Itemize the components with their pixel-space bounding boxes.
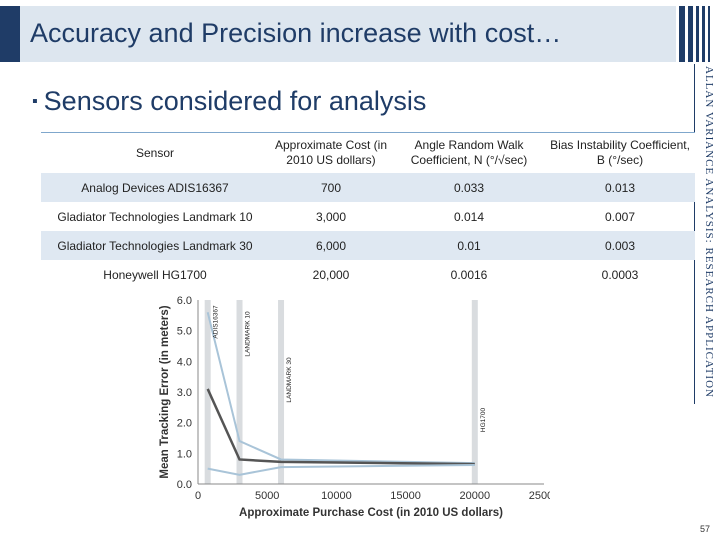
table-header-row: Sensor Approximate Cost (in 2010 US doll… — [41, 133, 695, 173]
decorative-bar — [688, 6, 693, 62]
header-cell: Sensor — [135, 145, 175, 160]
table-cell: 0.007 — [604, 209, 636, 224]
y-tick-label: 1.0 — [177, 448, 192, 460]
marker-label: LANDMARK 30 — [286, 357, 293, 403]
sensor-marker-band — [278, 300, 285, 484]
table-cell: 0.003 — [604, 238, 636, 253]
table-cell: 0.014 — [453, 209, 485, 224]
table-cell: 20,000 — [312, 267, 350, 282]
side-label: ALLAN VARIANCE ANALYSIS: RESEARCH APPLIC… — [703, 66, 715, 398]
x-axis-title: Approximate Purchase Cost (in 2010 US do… — [239, 507, 503, 519]
tracking-error-chart: 0.0 1.0 2.0 3.0 4.0 5.0 6.0 0 5000 10000 15000 2000… — [159, 295, 550, 519]
table-cell: Analog Devices ADIS16367 — [81, 180, 229, 195]
series-line — [206, 312, 475, 465]
y-tick-label: 6.0 — [177, 295, 192, 307]
title-accent-bar — [0, 6, 20, 62]
x-tick-label: 20000 — [460, 490, 491, 502]
x-tick-label: 5000 — [255, 490, 279, 502]
y-tick-label: 3.0 — [177, 387, 192, 399]
x-tick-label: 10000 — [321, 490, 352, 502]
table-cell: 0.0016 — [450, 267, 488, 282]
table-row: Analog Devices ADIS16367 700 0.033 0.013 — [41, 173, 695, 202]
sensor-marker-band — [204, 300, 211, 484]
y-tick-label: 0.0 — [177, 479, 192, 491]
header-cell: Angle Random Walk Coefficient, N (°/√sec… — [410, 138, 528, 167]
table-cell: 0.01 — [457, 238, 481, 253]
slide-title: Accuracy and Precision increase with cos… — [30, 18, 562, 48]
header-cell: Approximate Cost (in 2010 US dollars) — [274, 138, 388, 167]
bullet-text: Sensors considered for analysis — [43, 86, 427, 116]
page-number: 57 — [700, 524, 711, 534]
marker-label: LANDMARK 10 — [245, 311, 252, 357]
table-cell: 700 — [320, 180, 342, 195]
x-tick-label: 0 — [195, 490, 201, 502]
series-line — [206, 388, 475, 466]
y-axis-title: Mean Tracking Error (in meters) — [159, 305, 171, 478]
table-cell: Gladiator Technologies Landmark 10 — [57, 209, 253, 224]
decorative-bar — [708, 6, 710, 62]
square-bullet-icon: ▪ — [32, 93, 38, 110]
bullet-item: ▪ Sensors considered for analysis — [32, 86, 426, 117]
x-tick-label: 15000 — [390, 490, 421, 502]
table-row: Gladiator Technologies Landmark 30 6,000… — [41, 231, 695, 260]
title-bar — [0, 6, 676, 62]
table-row: Gladiator Technologies Landmark 10 3,000… — [41, 202, 695, 231]
sensor-marker-band — [471, 300, 478, 484]
series-line — [207, 463, 475, 476]
table-cell: 0.013 — [604, 180, 636, 195]
table-cell: 0.0003 — [601, 267, 639, 282]
header-cell: Bias Instability Coefficient, B (°/sec) — [550, 138, 690, 167]
y-tick-label: 5.0 — [177, 326, 192, 338]
table-cell: Gladiator Technologies Landmark 30 — [57, 238, 253, 253]
marker-label: ADIS16367 — [213, 305, 220, 339]
table-cell: 0.033 — [453, 180, 485, 195]
y-tick-label: 4.0 — [177, 356, 192, 368]
decorative-bar — [702, 6, 705, 62]
table-cell: 3,000 — [315, 209, 347, 224]
marker-label: HG1700 — [480, 408, 487, 433]
table-row: Honeywell HG1700 20,000 0.0016 0.0003 — [41, 260, 695, 289]
decorative-bar — [696, 6, 699, 62]
table-cell: Honeywell HG1700 — [103, 267, 207, 282]
sensor-marker-band — [236, 300, 243, 484]
sensor-table: Sensor Approximate Cost (in 2010 US doll… — [41, 132, 695, 289]
y-tick-label: 2.0 — [177, 418, 192, 430]
table-cell: 6,000 — [315, 238, 347, 253]
x-tick-label: 25000 — [529, 490, 550, 502]
decorative-bar — [679, 6, 685, 62]
